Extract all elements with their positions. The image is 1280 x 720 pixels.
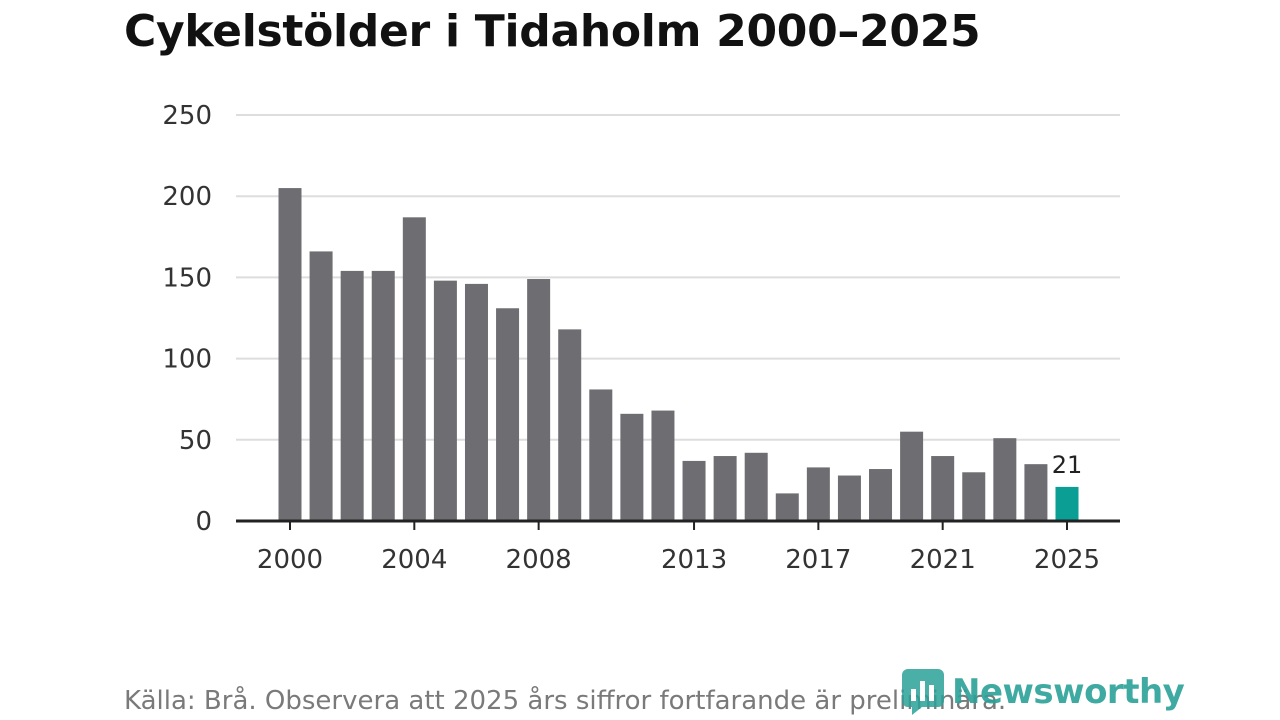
- bars: [278, 188, 1079, 521]
- bar-2000: [278, 188, 302, 521]
- bar-2023: [993, 438, 1017, 521]
- gridlines: [236, 114, 1120, 441]
- chart-title: Cykelstölder i Tidaholm 2000–2025: [124, 6, 981, 57]
- bar-2018: [837, 475, 861, 521]
- newsworthy-logo[interactable]: Newsworthy: [902, 668, 1185, 716]
- bar-2020: [900, 431, 924, 521]
- x-tick-label-2008: 2008: [506, 545, 572, 575]
- bar-2017: [806, 467, 830, 521]
- bar-2005: [433, 280, 457, 521]
- bar-2007: [496, 308, 520, 521]
- chart-logo-icon: [902, 669, 944, 715]
- bar-2003: [371, 270, 395, 521]
- x-tick-label-2021: 2021: [910, 545, 976, 575]
- bar-2013: [682, 460, 706, 521]
- bar-2002: [340, 270, 364, 521]
- x-tick-label-2000: 2000: [257, 545, 323, 575]
- bar-2014: [713, 456, 737, 521]
- bar-2025: [1055, 486, 1079, 521]
- bar-2019: [869, 469, 893, 521]
- source-note: Källa: Brå. Observera att 2025 års siffr…: [124, 686, 1007, 716]
- y-tick-label-100: 100: [162, 345, 212, 375]
- data-labels: 21: [1052, 451, 1083, 479]
- bar-2008: [527, 279, 551, 521]
- bar-2016: [775, 493, 799, 521]
- x-tick-label-2004: 2004: [381, 545, 447, 575]
- bar-2009: [558, 329, 582, 521]
- bar-2004: [402, 217, 426, 521]
- x-axis: 2000 2004 2008 2013 2017 2021 2025: [236, 519, 1120, 575]
- bar-2010: [589, 389, 613, 521]
- bar-2011: [620, 413, 644, 521]
- y-tick-label-0: 0: [195, 507, 212, 537]
- y-axis: 0 50 100 150 200 250: [162, 101, 212, 537]
- x-tick-label-2025: 2025: [1034, 545, 1100, 575]
- bar-chart: 0 50 100 150 200 250 2000 2004 2008 2013 2017 2021…: [162, 101, 1120, 575]
- logo-text: Newsworthy: [952, 672, 1185, 712]
- bar-2001: [309, 251, 333, 521]
- bar-2022: [962, 472, 986, 521]
- x-tick-label-2017: 2017: [785, 545, 851, 575]
- y-tick-label-250: 250: [162, 101, 212, 131]
- data-label-2025: 21: [1052, 451, 1083, 479]
- bar-2006: [464, 283, 488, 521]
- bar-2015: [744, 452, 768, 521]
- bar-2024: [1024, 464, 1048, 521]
- bar-2012: [651, 410, 675, 521]
- x-tick-label-2013: 2013: [661, 545, 727, 575]
- bar-2021: [931, 456, 955, 521]
- y-tick-label-150: 150: [162, 263, 212, 293]
- y-tick-label-200: 200: [162, 182, 212, 212]
- y-tick-label-50: 50: [179, 426, 212, 456]
